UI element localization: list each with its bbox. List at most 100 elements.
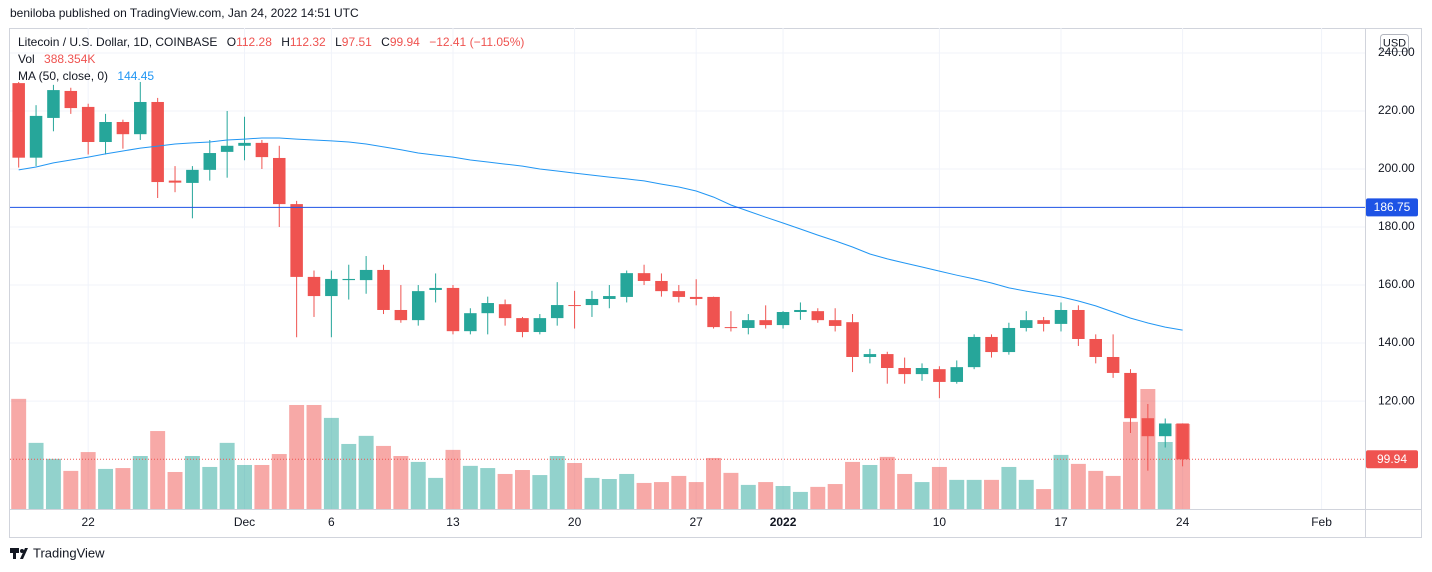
candle-body xyxy=(81,106,95,143)
candle-body xyxy=(1019,320,1033,328)
volume-bar xyxy=(462,465,478,509)
x-tick-label: 6 xyxy=(328,515,335,529)
volume-bar xyxy=(410,461,426,509)
volume-bar xyxy=(653,482,669,509)
x-tick-label: 20 xyxy=(568,515,582,529)
candle-body xyxy=(950,367,964,382)
volume-bar xyxy=(80,452,96,509)
candles xyxy=(12,81,1189,471)
volume-bar xyxy=(723,472,739,509)
volume-bar xyxy=(184,456,200,509)
volume-bar xyxy=(792,491,808,509)
candle-body xyxy=(933,369,946,382)
candle-body xyxy=(203,153,217,170)
y-tick-label: 160.00 xyxy=(1378,277,1415,291)
volume-bar xyxy=(671,475,687,509)
candle-body xyxy=(99,121,112,143)
legend: Litecoin / U.S. Dollar, 1D, COINBASE O11… xyxy=(18,34,524,85)
volume-bar xyxy=(897,473,913,509)
ma-value: 144.45 xyxy=(117,69,155,83)
candle-body xyxy=(689,296,703,299)
candle-body xyxy=(377,269,390,310)
candle-body xyxy=(1141,418,1155,437)
symbol-title: Litecoin / U.S. Dollar, 1D, COINBASE xyxy=(18,35,218,49)
x-tick-label: 13 xyxy=(446,515,460,529)
volume-bar xyxy=(1070,463,1086,509)
volume-bar xyxy=(306,404,322,509)
legend-row: Vol 388.354K xyxy=(18,51,524,68)
volume-bar xyxy=(341,443,357,509)
change-percent: (−11.05%) xyxy=(469,35,525,49)
brand-logo xyxy=(10,548,28,559)
volume-bar xyxy=(984,479,999,509)
brand-name: TradingView xyxy=(33,545,105,560)
candle-body xyxy=(1106,356,1120,373)
volume-bar xyxy=(271,454,287,509)
volume-bar xyxy=(11,398,27,509)
candle-body xyxy=(342,278,356,281)
x-tick-label: Feb xyxy=(1311,515,1332,529)
volume-bar xyxy=(254,464,270,509)
volume-bar xyxy=(931,466,947,509)
candle-body xyxy=(724,327,738,329)
y-tick-label: 180.00 xyxy=(1378,219,1415,233)
volume-bar xyxy=(237,464,252,509)
volume-bar xyxy=(1001,466,1017,509)
candle-body xyxy=(1072,309,1085,339)
volume-bar xyxy=(601,479,617,509)
candle-body xyxy=(238,142,251,146)
candle-body xyxy=(967,336,981,368)
y-tick-label: 220.00 xyxy=(1378,103,1415,117)
ohlc-value: 112.28 xyxy=(236,35,272,49)
volume-bar xyxy=(115,468,131,509)
candle-body xyxy=(585,298,599,306)
candle-body xyxy=(672,291,686,297)
candle-body xyxy=(620,273,633,297)
volume-bar xyxy=(445,449,461,509)
candle-body xyxy=(307,276,321,297)
volume-bar xyxy=(98,468,114,509)
chart-frame xyxy=(9,28,1422,538)
last-price-box xyxy=(1366,450,1418,469)
candle-body xyxy=(186,169,199,183)
ohlc-letter: C xyxy=(381,35,390,49)
candle-body xyxy=(134,101,147,135)
candle-body xyxy=(794,309,807,313)
candle-body xyxy=(516,318,529,333)
ma-line xyxy=(18,137,1183,331)
y-tick-label: 140.00 xyxy=(1378,335,1415,349)
candle-body xyxy=(168,180,182,183)
volume-bar xyxy=(1088,470,1104,509)
candle-body xyxy=(429,287,442,290)
ohlc-letter: H xyxy=(281,35,290,49)
volume-bar xyxy=(775,486,791,509)
volume-bar xyxy=(497,473,513,509)
candle-body xyxy=(47,90,60,118)
candle-body xyxy=(707,296,720,328)
candle-body xyxy=(533,318,547,333)
volume-bar xyxy=(706,457,722,509)
candle-body xyxy=(220,145,234,152)
candle-body xyxy=(255,142,269,158)
volume-bar xyxy=(862,464,878,509)
volume-bar xyxy=(1018,479,1034,509)
grid xyxy=(10,28,1365,509)
candle-body xyxy=(550,305,564,319)
volume-bar xyxy=(845,461,861,509)
candle-body xyxy=(846,322,859,357)
candle-body xyxy=(915,368,929,375)
candle-body xyxy=(481,303,494,314)
volume-bar xyxy=(167,471,183,509)
volume-bar xyxy=(1157,441,1173,509)
currency-badge[interactable] xyxy=(1380,34,1409,52)
candle-body xyxy=(637,273,651,281)
x-tick-label: 24 xyxy=(1176,515,1190,529)
candle-body xyxy=(12,83,25,158)
volume-bar xyxy=(358,435,374,509)
candle-body xyxy=(1054,309,1068,324)
currency-label: USD xyxy=(1383,37,1406,49)
change-value: −12.41 xyxy=(429,35,467,49)
volume-bar xyxy=(549,456,565,509)
volume-bar xyxy=(966,479,982,509)
candle-body xyxy=(273,157,286,205)
